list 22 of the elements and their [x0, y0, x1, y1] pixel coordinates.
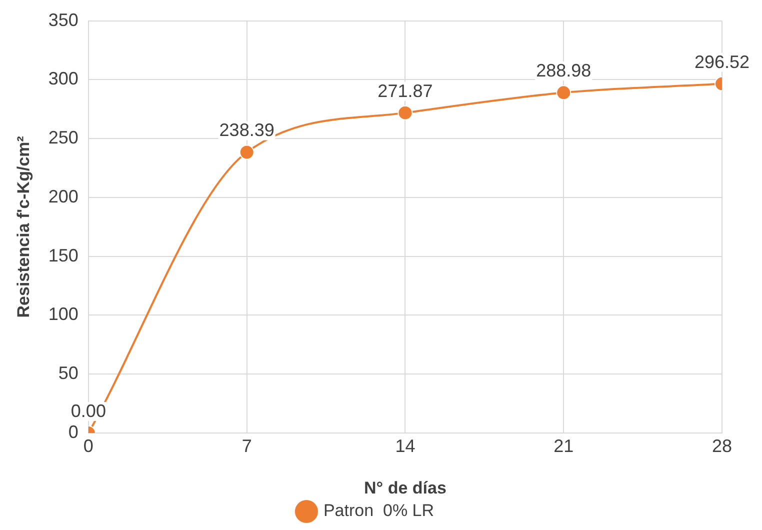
point [398, 105, 413, 120]
x-tick-label: 7 [242, 436, 252, 456]
y-tick-label: 250 [48, 128, 78, 148]
y-tick-label: 100 [48, 304, 78, 324]
data-label: 238.39 [219, 120, 274, 140]
y-tick-label: 300 [48, 68, 78, 89]
x-tick-label: 28 [712, 436, 732, 456]
y-axis-title: Resistencia f'c-Kg/cm² [14, 136, 33, 318]
x-tick-label: 14 [395, 436, 416, 456]
data-label: 0.00 [70, 400, 106, 421]
x-tick-label: 21 [554, 436, 574, 456]
x-axis-title: N° de días [364, 478, 446, 498]
y-tick-label: 50 [58, 363, 78, 384]
y-tick-label: 350 [48, 10, 78, 30]
x-tick-label: 0 [83, 436, 94, 456]
y-tick-label: 200 [48, 186, 78, 206]
legend-label: Patron 0% LR [323, 501, 434, 520]
data-label: 288.98 [536, 60, 592, 81]
data-label: 296.52 [694, 52, 750, 72]
data-label: 271.87 [378, 80, 433, 101]
y-tick-label: 150 [48, 245, 78, 266]
y-tick-label: 0 [68, 422, 78, 442]
